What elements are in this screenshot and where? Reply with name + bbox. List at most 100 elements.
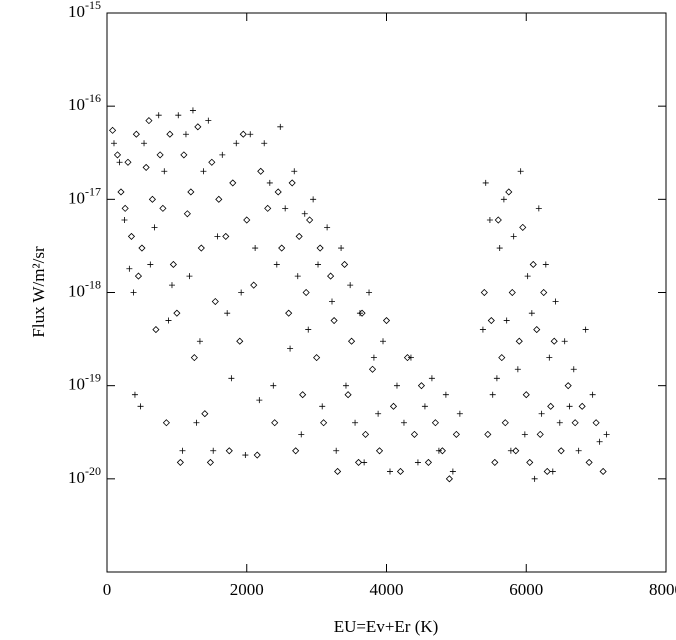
scatter-point [417,382,426,390]
scatter-point [410,430,419,438]
scatter-point [205,117,212,124]
scatter-point [176,458,184,466]
scatter-point [550,337,558,345]
scatter-point [414,459,421,466]
scatter-point [124,158,132,166]
scatter-point [306,216,314,224]
scatter-point [547,402,555,410]
scatter-point [361,430,370,438]
scatter-point [194,123,202,131]
y-tick-label: 10-17 [68,184,101,207]
scatter-point [222,232,230,240]
scatter-point [535,205,542,212]
scatter-point [310,196,317,203]
scatter-point [274,188,282,196]
scatter-point [528,310,535,317]
scatter-point [266,179,273,186]
x-tick-label: 4000 [370,580,404,599]
scatter-point [210,447,217,454]
scatter-point [130,289,137,296]
x-tick-label: 2000 [230,580,264,599]
scatter-point [356,310,363,317]
scatter-point [522,391,530,399]
scatter-point [484,430,492,438]
scatter-point [159,204,167,212]
scatter-point [200,168,207,175]
scatter-point [347,282,354,289]
scatter-point [526,458,534,466]
scatter-point [121,217,128,224]
scatter-point [295,232,303,240]
x-tick-label: 8000 [649,580,676,599]
scatter-point [288,179,296,187]
scatter-point [589,391,596,398]
scatter-point [179,447,186,454]
scatter-point [529,260,537,269]
scatter-point [285,309,293,317]
scatter-point [382,316,391,325]
scatter-point [277,123,284,130]
scatter-point [316,244,324,252]
scatter-point [557,447,565,455]
scatter-point [166,130,174,138]
scatter-point [524,273,531,280]
scatter-point [132,130,140,138]
scatter-point [442,391,449,398]
scatter-point [113,151,122,159]
scatter-point [328,298,335,305]
scatter-point [538,410,545,417]
scatter-point [338,245,345,252]
scatter-point [370,354,377,361]
scatter-point [186,273,193,280]
scatter-point [142,163,150,171]
scatter-point [247,131,254,138]
scatter-point [173,309,181,317]
scatter-point [187,188,195,196]
y-tick-label: 10-19 [68,370,101,393]
scatter-point [507,447,514,454]
scatter-point [208,158,216,166]
scatter-point [510,233,517,240]
scatter-point [315,261,322,268]
scatter-point [487,316,495,325]
scatter-point [482,179,489,186]
scatter-point [211,297,219,306]
scatter-point [393,382,400,389]
scatter-point [570,366,577,373]
scatter-point [330,316,338,325]
scatter-point [515,337,523,345]
scatter-point [452,430,460,438]
scatter-point [236,337,244,345]
scatter-point [566,403,573,410]
scatter-point [585,458,593,466]
scatter-point [375,447,384,455]
scatter-point [508,288,516,297]
scatter-point [445,475,453,483]
scatter-point [273,261,280,268]
y-tick-label: 10-18 [68,277,101,300]
scatter-point [169,260,177,269]
scatter-point [271,419,279,427]
scatter-point [190,354,198,362]
scatter-point [147,261,154,268]
scatter-point [148,195,156,203]
scatter-point [599,467,607,476]
scatter-point [162,419,170,427]
scatter-point [151,224,158,231]
scatter-point [270,382,277,389]
scatter-point [505,188,513,196]
scatter-point [193,419,200,426]
scatter-point [486,217,493,224]
scatter-point [238,289,245,296]
scatter-point [117,188,125,196]
x-tick-label: 6000 [509,580,543,599]
scatter-point [498,354,506,362]
scatter-point [134,272,143,280]
x-axis-label: EU=Ev+Er (K) [334,617,439,636]
scatter-point [521,431,528,438]
scatter-point [368,365,377,373]
y-tick-label: 10-16 [68,91,101,114]
scatter-point [456,410,463,417]
scatter-point [333,447,340,454]
